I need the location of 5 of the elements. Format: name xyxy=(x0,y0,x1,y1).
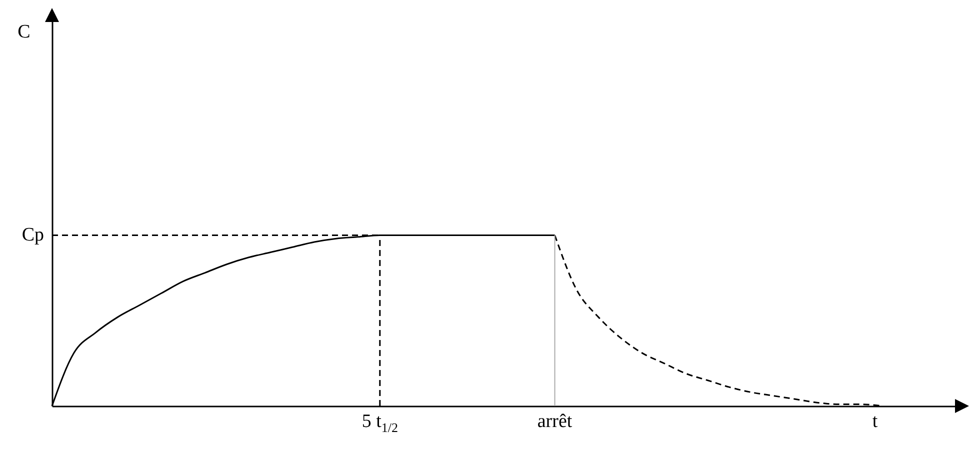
x-tick-label: 5 t$_{1/2}$ xyxy=(362,411,398,435)
text: C xyxy=(18,22,30,42)
x-axis-title: t xyxy=(872,411,878,432)
ref-line-label: Cp xyxy=(22,224,44,246)
x-tick-label: arrêt xyxy=(537,411,572,432)
